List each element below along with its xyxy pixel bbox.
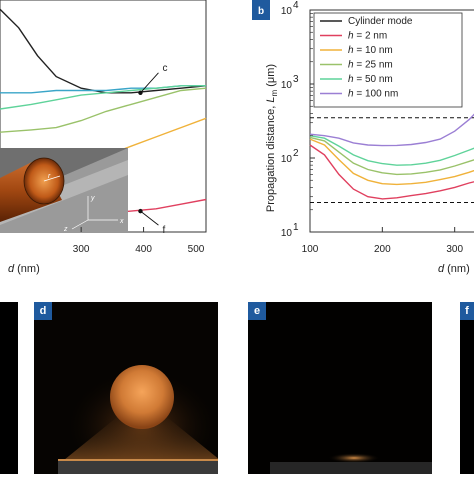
panel-f-badge: f [460, 302, 474, 320]
panel-b-y-tick-exp: 3 [293, 74, 299, 85]
panel-b-y-tick-label: 10 [281, 80, 293, 91]
panel-a-callouts: cf [138, 63, 167, 236]
legend-box [313, 12, 463, 108]
panel-a-x-tick-label: 300 [73, 244, 90, 255]
inset-label-x: x [119, 218, 124, 225]
panel-b-x-ticks: 100 200 300 [302, 227, 463, 255]
legend-value: = 2 nm [354, 31, 388, 42]
inset-label-r: r [48, 173, 51, 180]
panel-a-x-axis-label: d (nm) [8, 263, 40, 275]
inset-label-z: z [63, 226, 68, 233]
legend-label-3: h = 25 nm [348, 60, 393, 71]
panel-e-substrate [270, 462, 432, 474]
legend-label-4: h = 50 nm [348, 74, 393, 85]
panel-b-x-var: d [438, 263, 445, 275]
panel-b-y-text: Propagation distance, [265, 103, 277, 212]
inset-axis-z [71, 219, 89, 230]
callout-arrow-f [140, 210, 159, 226]
panel-e-background [248, 302, 432, 474]
panel-b-x-axis-label: d (nm) [438, 263, 470, 275]
image-panel-d: d [34, 302, 222, 474]
panel-b-y-tick-label: 10 [281, 228, 293, 239]
panel-d-contact-line [58, 459, 218, 461]
panel-b-y-tick-label: 10 [281, 6, 293, 17]
legend-value: = 100 nm [354, 89, 399, 100]
image-panel-f: f [460, 302, 474, 474]
panel-b-x-tick-label: 100 [302, 244, 319, 255]
panel-e-render [248, 302, 432, 474]
panel-b-x-tick-label: 300 [446, 244, 463, 255]
panel-a-series-line-3 [0, 87, 207, 133]
panel-d-substrate [58, 460, 218, 474]
panel-b-series-line-4 [309, 113, 474, 147]
legend-var: h [348, 74, 354, 85]
image-panel-e: e [248, 302, 432, 474]
legend-label-1: h = 2 nm [348, 31, 387, 42]
panel-d-render [34, 302, 222, 474]
panel-d-badge: d [34, 302, 52, 320]
legend-var: h [348, 31, 354, 42]
panel-b-y-tick-label: 10 [281, 154, 293, 165]
callout-label-f: f [162, 225, 165, 236]
callout-label-c: c [162, 63, 167, 74]
panel-a-x-unit: (nm) [17, 263, 40, 275]
chart-panel-b: b Propagation distance, Lm (μm) 10110210… [252, 0, 474, 275]
chart-panel-a: r x y z 300 400 500 d (nm) cf [0, 0, 207, 275]
panel-b-dashed-levels [310, 117, 474, 204]
panel-b-badge [252, 0, 270, 20]
panel-e-badge: e [248, 302, 266, 320]
panel-b-y-tick-exp: 4 [293, 0, 299, 11]
image-panel-c [0, 302, 18, 474]
panel-b-label: b [258, 6, 264, 17]
panel-b-y-sub: m [270, 89, 279, 96]
panel-b-series-line-3 [309, 135, 474, 166]
legend-var: h [348, 45, 354, 56]
panel-b-y-axis-label: Propagation distance, Lm (μm) [265, 64, 279, 212]
panel-b-y-unit: (μm) [265, 64, 277, 90]
panel-b-x-unit: (nm) [447, 263, 470, 275]
panel-b-y-tick-exp: 2 [293, 148, 299, 159]
panel-b-y-var: L [265, 96, 277, 102]
callout-arrow-c [140, 72, 159, 94]
legend-value: = 50 nm [354, 74, 393, 85]
panel-b-series-line-0 [309, 144, 474, 200]
panel-a-x-ticks: 300 400 500 [73, 227, 207, 255]
panel-b-y-tick-exp: 1 [293, 222, 299, 233]
legend-label-2: h = 10 nm [348, 45, 393, 56]
panel-d-sphere [110, 365, 174, 429]
panel-b-series-group [309, 113, 474, 200]
legend-var: h [348, 89, 354, 100]
legend-var: h [348, 60, 354, 71]
inset-label-y: y [90, 195, 95, 202]
panel-a-x-tick-label: 400 [135, 244, 152, 255]
panel-b-series-line-1 [309, 138, 474, 186]
inset-radius-line [43, 175, 61, 182]
legend-value: = 25 nm [354, 60, 393, 71]
panel-e-glow [328, 453, 380, 463]
panel-a-x-tick-label: 500 [188, 244, 205, 255]
inset-cylinder-illustration: r x y z [0, 148, 128, 233]
legend-value: = 10 nm [354, 45, 393, 56]
panel-b-series-line-2 [309, 136, 474, 176]
panel-a-series-line-2 [0, 85, 206, 110]
panel-a-x-var: d [8, 263, 15, 275]
panel-b-x-tick-label: 200 [374, 244, 391, 255]
legend-label-0: Cylinder mode [348, 16, 413, 27]
legend-label-5: h = 100 nm [348, 89, 398, 100]
